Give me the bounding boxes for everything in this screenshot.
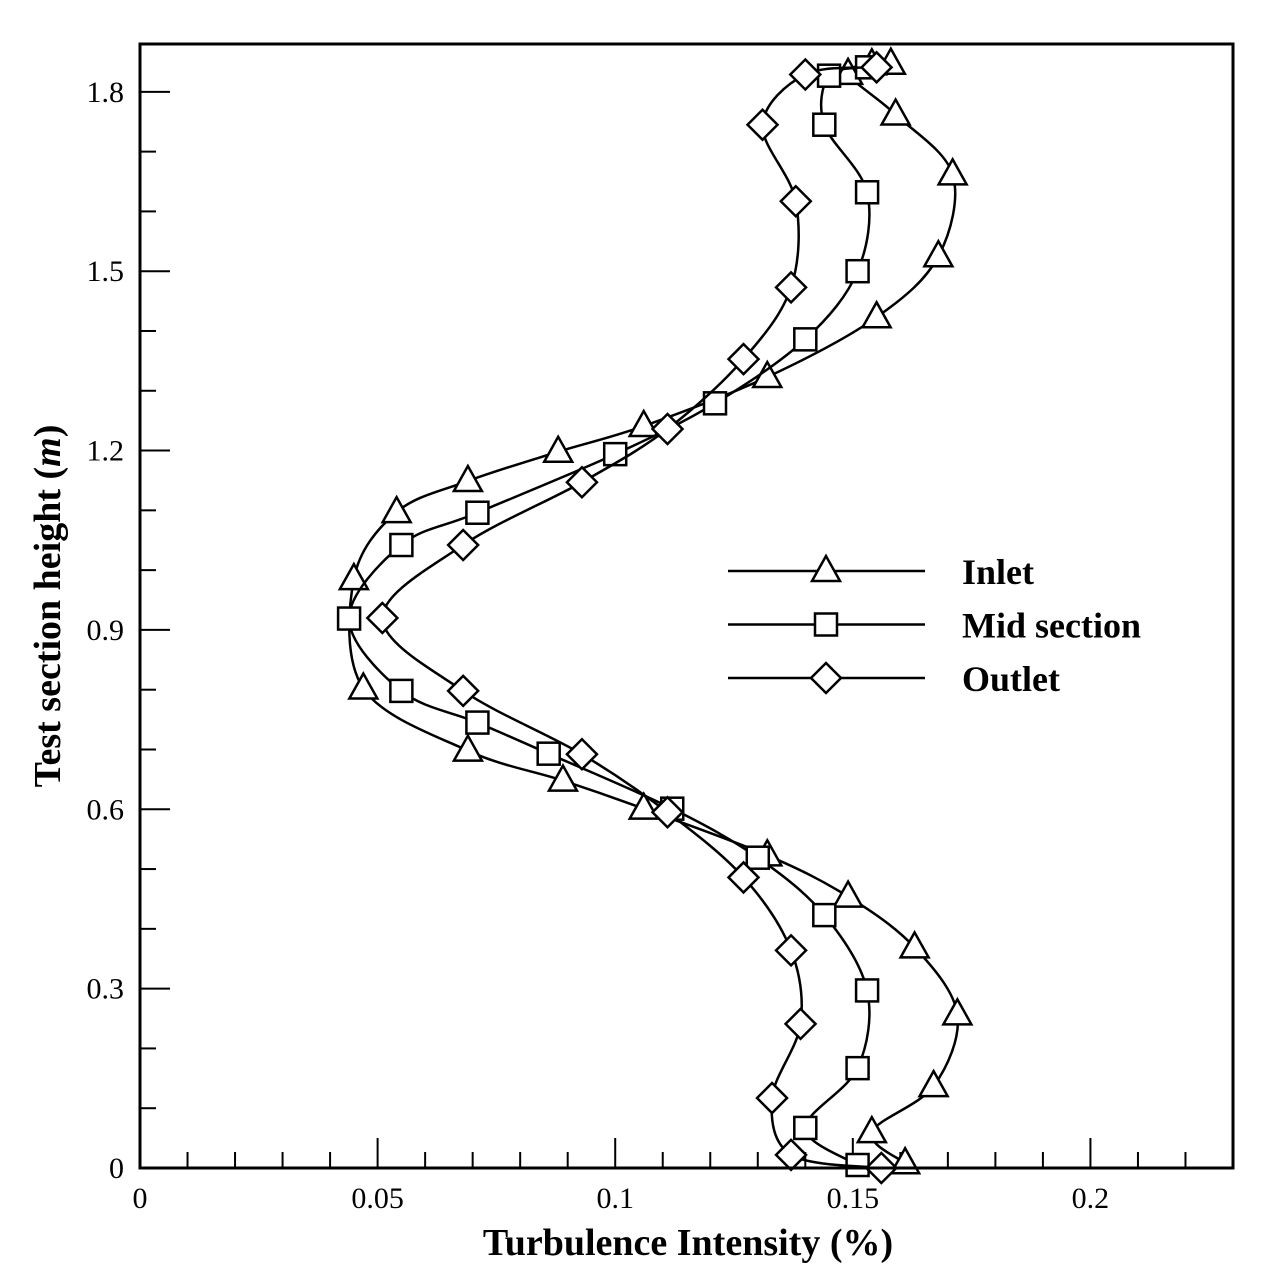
- diamond-marker: [446, 528, 480, 562]
- x-tick-label: 0.05: [351, 1182, 404, 1215]
- series-line: [381, 66, 882, 1170]
- diamond-marker: [565, 737, 599, 772]
- y-tick-label: 0.6: [87, 793, 125, 826]
- y-tick-label: 1.5: [87, 255, 125, 288]
- triangle-marker: [855, 1114, 888, 1144]
- triangle-marker: [879, 96, 912, 126]
- plot-frame: [138, 42, 1235, 1170]
- triangle-marker: [451, 463, 485, 493]
- diamond-marker: [774, 933, 808, 968]
- legend-label: Mid section: [962, 606, 1141, 646]
- square-marker: [336, 606, 362, 631]
- y-tick-label: 0: [109, 1152, 124, 1185]
- square-marker: [812, 112, 837, 137]
- diamond-marker: [783, 1007, 818, 1041]
- legend: Inlet Mid section Outlet: [728, 552, 1141, 699]
- diamond-marker: [859, 50, 894, 85]
- diamond-marker: [788, 57, 823, 92]
- triangle-marker: [546, 763, 580, 792]
- legend-entry: Mid section: [728, 606, 1141, 646]
- diamond-marker: [446, 674, 480, 708]
- diamond-marker: [774, 270, 808, 305]
- series-line: [347, 66, 871, 1167]
- triangle-marker: [922, 238, 955, 268]
- diamond-marker: [650, 412, 685, 446]
- triangle-marker: [898, 929, 931, 959]
- square-marker: [465, 710, 490, 735]
- square-marker: [702, 391, 728, 416]
- diamond-marker: [365, 601, 400, 635]
- diamond-marker: [755, 1081, 789, 1115]
- square-marker: [845, 258, 870, 284]
- triangle-marker: [936, 156, 969, 186]
- x-tick-label: 0: [133, 1182, 148, 1215]
- square-marker: [813, 612, 839, 637]
- square-marker: [536, 741, 561, 766]
- square-marker: [793, 1115, 818, 1141]
- triangle-marker: [809, 553, 843, 583]
- triangle-marker: [627, 408, 660, 438]
- series-inlet: [337, 46, 974, 1175]
- diamond-marker: [745, 107, 780, 142]
- square-marker: [854, 180, 880, 205]
- y-tick-label: 1.8: [87, 76, 125, 109]
- series-mid-section: [336, 55, 880, 1178]
- square-marker: [389, 532, 414, 558]
- square-marker: [845, 1055, 870, 1081]
- triangle-marker: [542, 434, 575, 463]
- legend-entry: Outlet: [728, 659, 1060, 699]
- diamond-marker: [809, 661, 843, 695]
- legend-label: Outlet: [962, 659, 1060, 699]
- triangle-marker: [347, 670, 380, 700]
- triangle-marker: [860, 299, 893, 329]
- diamond-marker: [774, 1138, 808, 1172]
- x-tick-label: 0.15: [827, 1182, 880, 1215]
- triangle-marker: [380, 494, 413, 524]
- legend-label: Inlet: [962, 552, 1034, 592]
- square-marker: [389, 678, 414, 704]
- square-marker: [812, 902, 837, 928]
- series-outlet: [365, 50, 899, 1185]
- x-tick-label: 0.2: [1072, 1182, 1110, 1215]
- y-axis-title: Test section height (m): [27, 425, 69, 788]
- x-axis-title: Turbulence Intensity (%): [483, 1222, 893, 1264]
- diamond-marker: [726, 342, 761, 376]
- triangle-marker: [751, 359, 784, 389]
- y-tick-label: 1.2: [87, 435, 125, 468]
- triangle-marker: [917, 1068, 950, 1098]
- triangle-marker: [941, 996, 974, 1026]
- square-marker: [745, 845, 771, 870]
- triangle-marker: [337, 561, 370, 591]
- y-tick-label: 0.9: [87, 614, 125, 647]
- triangle-marker: [627, 791, 660, 820]
- square-marker: [793, 327, 818, 352]
- triangle-marker: [831, 879, 865, 908]
- x-tick-label: 0.1: [596, 1182, 634, 1215]
- square-marker: [854, 978, 880, 1003]
- triangle-marker: [451, 733, 485, 762]
- series-group: [336, 46, 974, 1185]
- legend-entry: Inlet: [728, 552, 1034, 592]
- diamond-marker: [565, 465, 599, 500]
- square-marker: [465, 500, 490, 525]
- y-tick-label: 0.3: [87, 973, 125, 1006]
- diamond-marker: [726, 860, 761, 895]
- diamond-marker: [650, 795, 685, 830]
- diamond-marker: [779, 184, 813, 219]
